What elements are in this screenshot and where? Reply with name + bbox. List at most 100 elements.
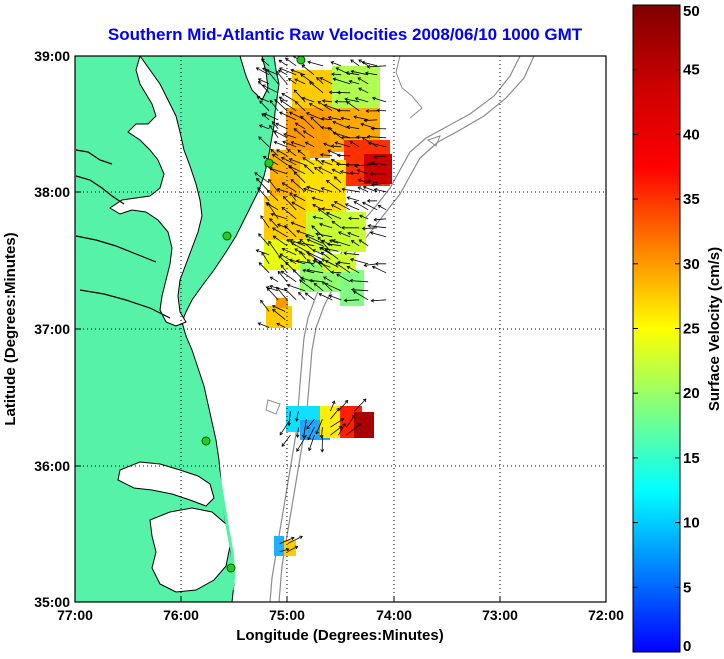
patch [286, 108, 330, 158]
velocity-vector [299, 239, 315, 252]
velocity-vector-head [342, 422, 346, 427]
velocity-vector [274, 130, 288, 139]
velocity-vector [281, 207, 297, 220]
velocity-vector-head [345, 71, 349, 75]
velocity-vector-head [279, 111, 283, 115]
velocity-vector-head [349, 171, 354, 175]
velocity-vector-head [305, 112, 310, 116]
velocity-vector [309, 81, 324, 94]
velocity-vector [350, 258, 369, 265]
velocity-vector [330, 418, 344, 428]
velocity-vector [354, 164, 369, 167]
velocity-vector [347, 232, 360, 238]
velocity-vector-head [336, 108, 341, 113]
velocity-vector [300, 277, 315, 283]
velocity-vector [268, 241, 279, 256]
velocity-vector-head [278, 96, 283, 100]
velocity-vector-head [272, 235, 277, 239]
x-tick-label: 74:00 [376, 607, 412, 623]
velocity-vector [326, 212, 342, 220]
velocity-vector [332, 169, 342, 175]
velocity-vector [357, 186, 369, 193]
colorbar-ticks: 0 5 10 15 20 25 30 35 40 45 50 [633, 3, 700, 655]
velocity-vector [260, 215, 270, 229]
velocity-vector [258, 78, 270, 85]
y-tick-labels: 39:00 38:00 37:00 36:00 35:00 [34, 48, 70, 610]
velocity-vector [290, 141, 306, 148]
velocity-vector-head [299, 250, 303, 255]
patch [276, 298, 288, 308]
velocity-vector-head [328, 90, 333, 95]
velocity-vector [279, 548, 289, 552]
velocity-vector-head [260, 299, 264, 304]
velocity-vector [349, 80, 360, 85]
velocity-vector-head [275, 70, 280, 75]
velocity-vector-head [340, 116, 345, 121]
velocity-vector-head [346, 125, 351, 129]
velocity-vector [315, 419, 323, 435]
velocity-vector [331, 204, 342, 211]
velocity-vector-head [294, 122, 299, 127]
velocity-vector-head [370, 182, 375, 187]
velocity-vector [321, 208, 333, 211]
velocity-vector [261, 58, 270, 67]
velocity-vector [306, 418, 315, 430]
velocity-vector-head [330, 61, 335, 65]
velocity-vector [254, 172, 270, 184]
velocity-vector-head [327, 115, 332, 120]
patch [354, 412, 374, 438]
velocity-vector-head [358, 59, 363, 63]
velocity-vector-head [360, 122, 365, 127]
velocity-vector-head [297, 149, 302, 154]
velocity-vector-head [366, 134, 371, 139]
velocity-vector [367, 180, 378, 184]
velocity-vector-head [332, 120, 336, 125]
velocity-vector [321, 427, 323, 438]
velocity-vector [347, 196, 360, 202]
velocity-vector [257, 187, 270, 202]
velocity-vector-head [301, 434, 306, 439]
velocity-vector [374, 188, 387, 193]
velocity-vector [367, 136, 387, 139]
velocity-vector [256, 96, 270, 103]
velocity-vector [259, 124, 270, 130]
colorbar-tick-label: 15 [683, 450, 700, 467]
velocity-vector-head [306, 268, 311, 273]
map-title: Southern Mid-Atlantic Raw Velocities 200… [108, 25, 583, 44]
velocity-vector-head [330, 204, 335, 208]
velocity-vector [300, 115, 315, 130]
velocity-vector-head [313, 283, 318, 287]
velocity-vector-head [268, 240, 272, 245]
velocity-vector [315, 157, 324, 166]
velocity-vector [302, 97, 315, 103]
velocity-vector [263, 113, 279, 121]
velocity-vector-head [363, 118, 367, 123]
velocity-vector [350, 59, 360, 67]
velocity-vector-head [357, 77, 362, 81]
velocity-vector-head [345, 101, 350, 105]
velocity-vector [290, 69, 306, 76]
velocity-vector-head [366, 199, 371, 203]
velocity-vector [359, 215, 369, 220]
velocity-vector [280, 264, 288, 274]
velocity-vector [329, 239, 339, 244]
velocity-vector-head [302, 130, 307, 134]
velocity-vector [277, 188, 288, 193]
velocity-vector [288, 165, 306, 175]
x-tick-label: 77:00 [57, 607, 93, 623]
velocity-vector-head [270, 212, 275, 217]
velocity-vector-head [273, 130, 278, 134]
velocity-vector-head [269, 99, 274, 104]
velocity-vector-head [315, 430, 319, 435]
velocity-vector-head [330, 158, 335, 163]
velocity-vector [296, 411, 299, 422]
velocity-vector-head [315, 232, 319, 237]
velocity-vector-head [357, 186, 362, 190]
colorbar-tick-label: 10 [683, 515, 700, 532]
velocity-vector [346, 414, 356, 428]
velocity-vector-head [281, 182, 286, 186]
velocity-vector [374, 218, 387, 221]
velocity-vector-head [281, 206, 286, 211]
velocity-vector-head [320, 159, 325, 164]
